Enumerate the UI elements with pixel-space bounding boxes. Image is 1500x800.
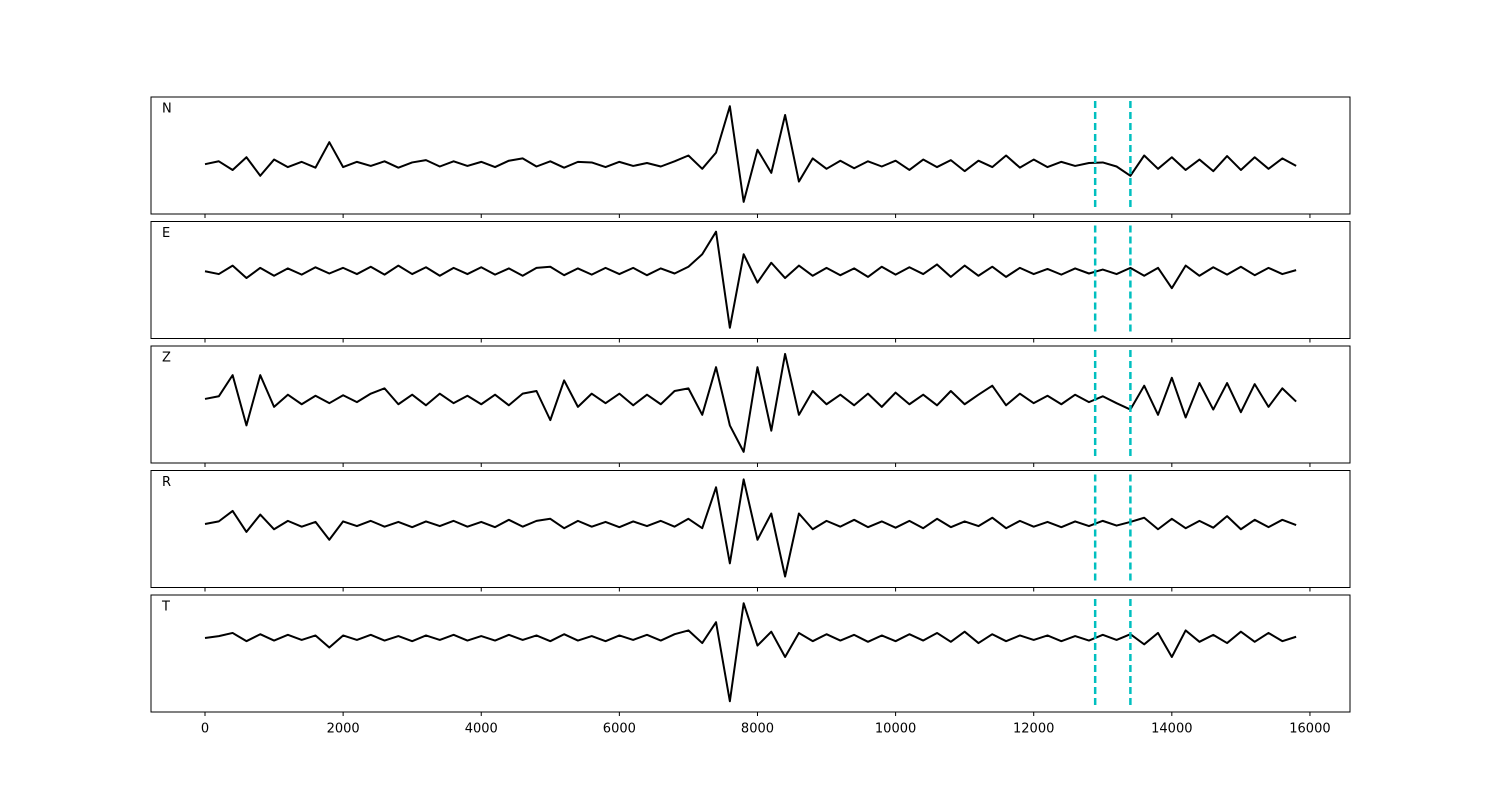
panel-frame	[150, 221, 1351, 339]
panel-frame	[150, 594, 1351, 713]
panel-label: R	[162, 475, 171, 490]
x-tick-label: 6000	[603, 722, 636, 737]
panel-frame	[150, 96, 1351, 215]
panel-label: N	[162, 102, 172, 117]
waveform	[204, 105, 1297, 203]
x-tick-label: 10000	[875, 722, 916, 737]
x-tick-label: 12000	[1013, 722, 1054, 737]
waveform	[204, 602, 1297, 703]
panel-label: E	[162, 226, 170, 241]
x-tick-label: 0	[201, 722, 209, 737]
x-tick-label: 14000	[1151, 722, 1192, 737]
x-tick-label: 2000	[327, 722, 360, 737]
waveform	[204, 478, 1297, 578]
panel-frame	[150, 345, 1351, 464]
panel-label: Z	[162, 351, 171, 366]
panel-frame	[150, 470, 1351, 588]
waveform	[204, 352, 1297, 453]
waveform	[204, 230, 1297, 329]
x-tick-label: 16000	[1289, 722, 1330, 737]
panel-label: T	[161, 600, 170, 615]
x-tick-label: 4000	[465, 722, 498, 737]
x-tick-label: 8000	[741, 722, 774, 737]
